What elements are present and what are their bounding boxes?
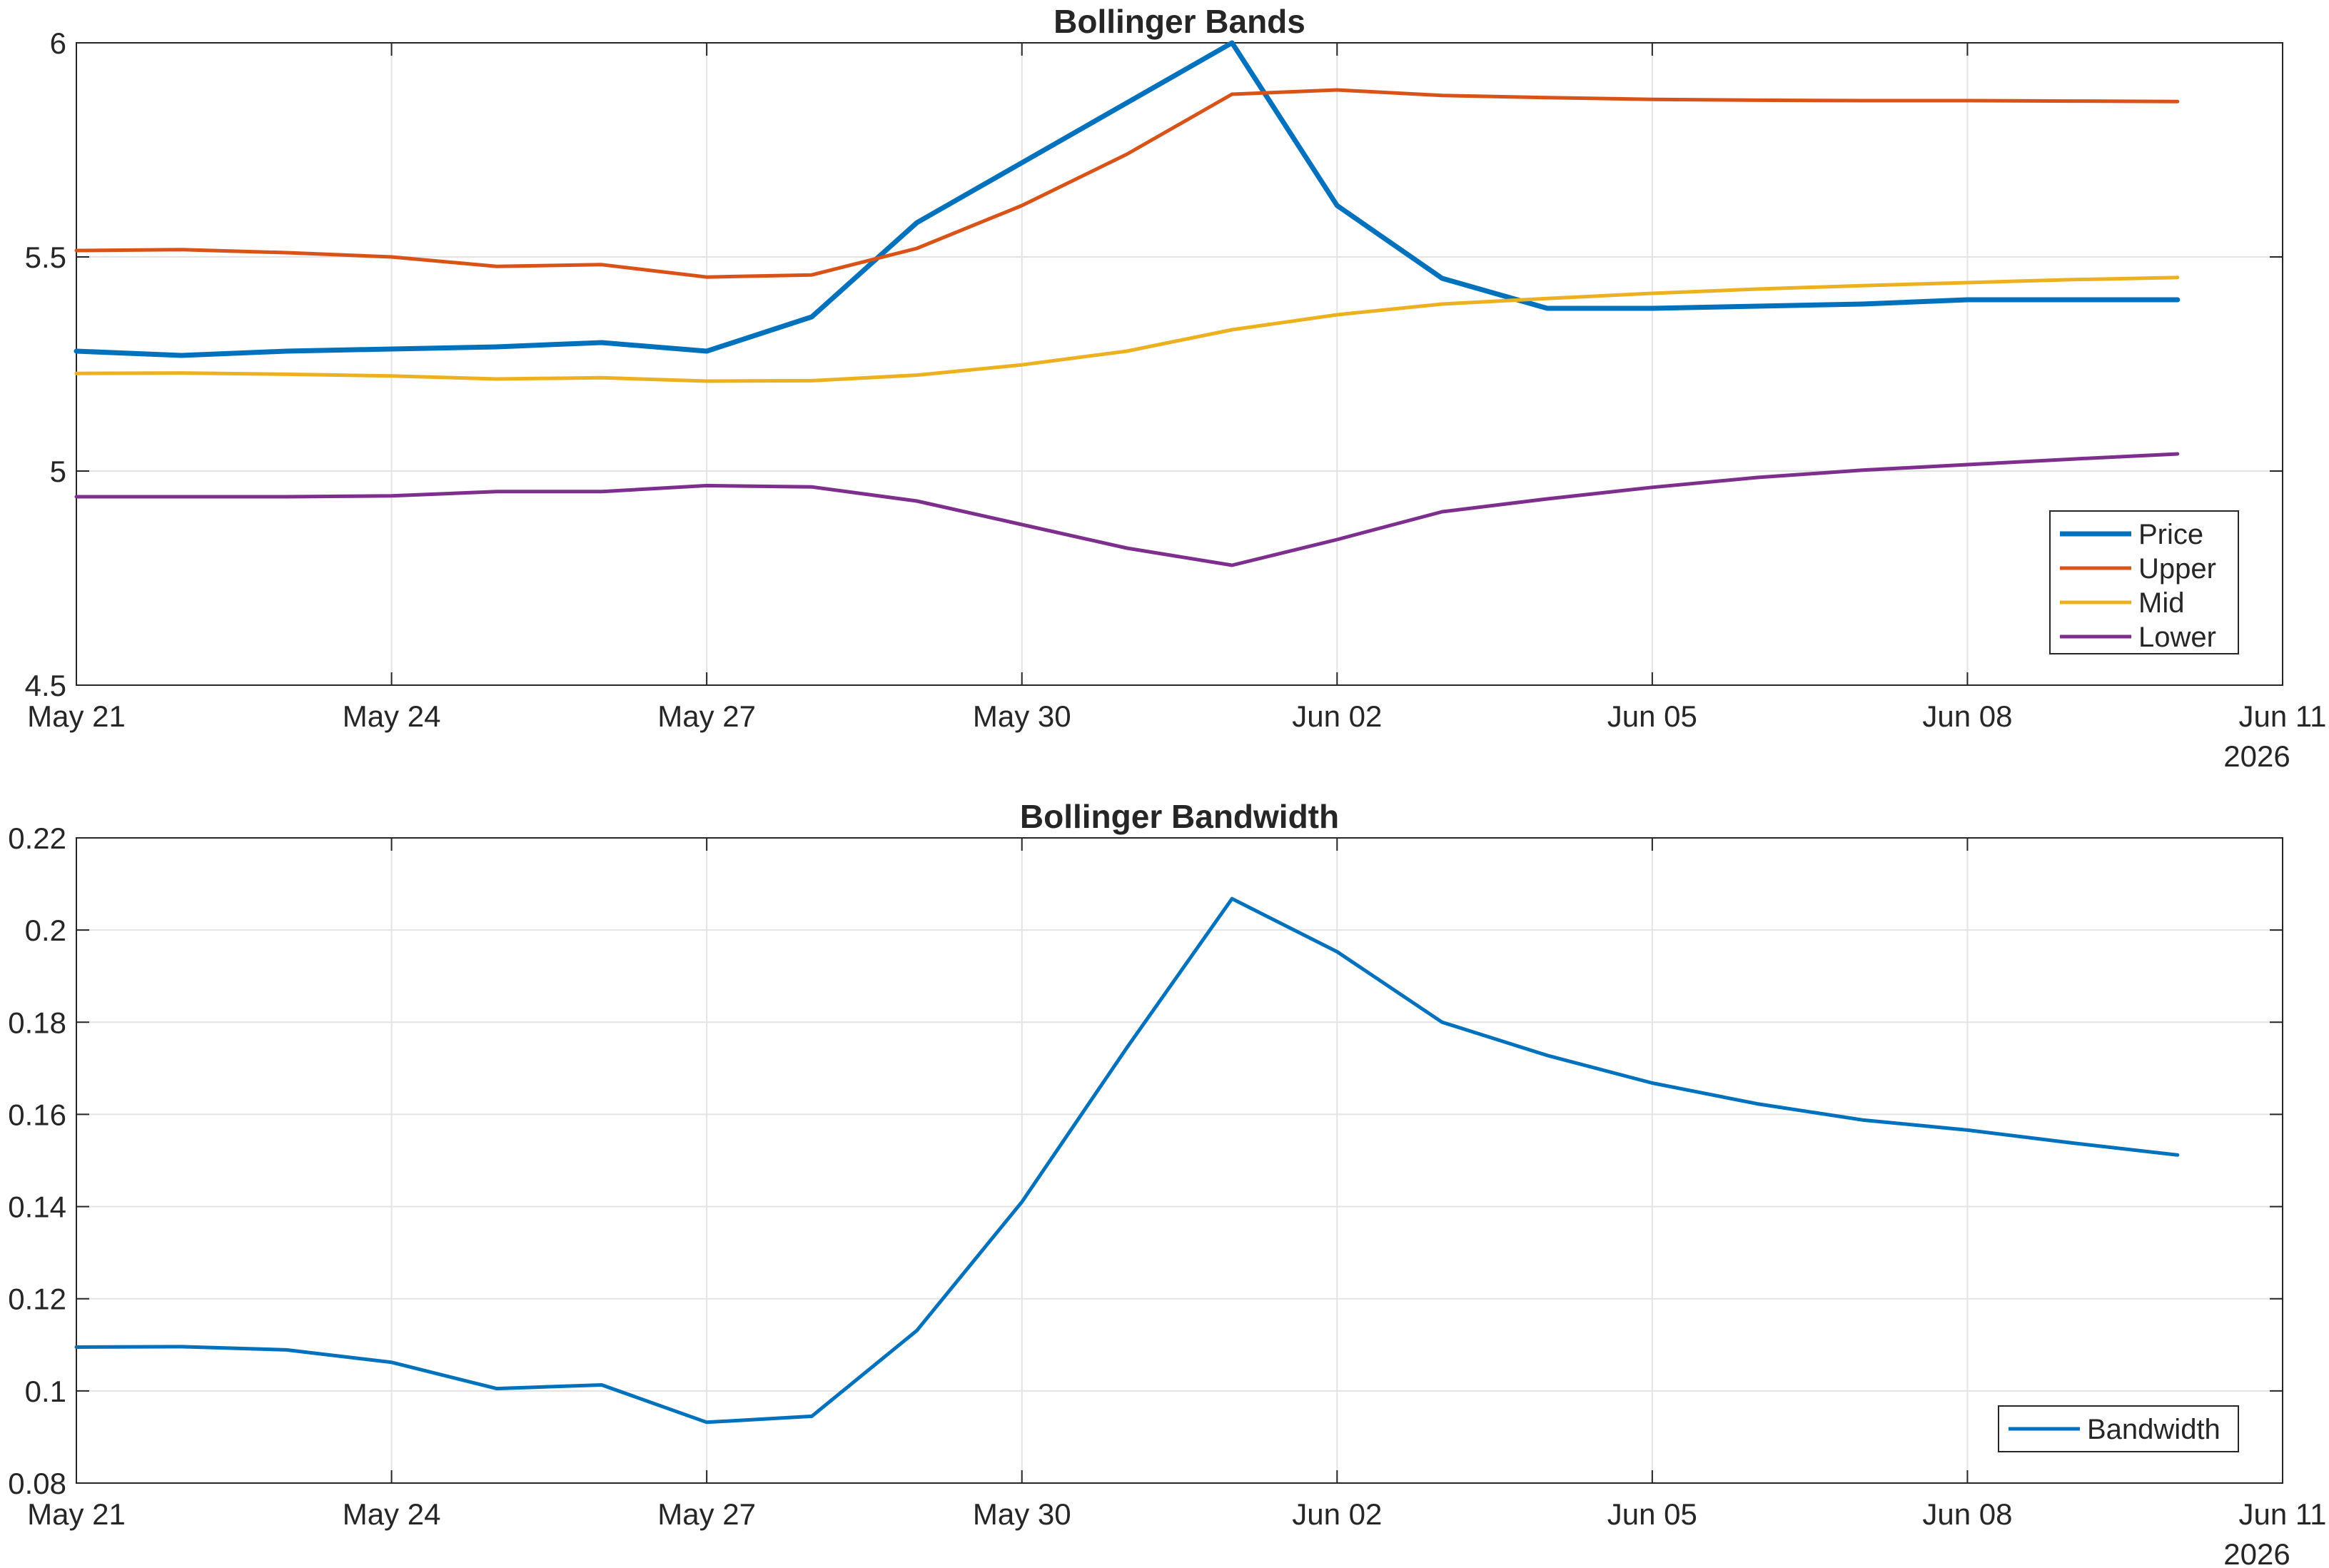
legend-label-mid: Mid [2138, 587, 2184, 619]
x-tick-label: May 21 [27, 699, 126, 733]
y-tick-label: 0.14 [8, 1190, 66, 1224]
x-tick-label: Jun 02 [1292, 699, 1382, 733]
x-tick-label: May 27 [657, 1497, 756, 1531]
legend-label-lower: Lower [2138, 622, 2216, 653]
y-tick-label: 0.18 [8, 1006, 66, 1039]
series-line-bandwidth [74, 896, 2180, 1425]
axes-box [76, 42, 2283, 686]
x-tick-label: May 30 [973, 699, 1071, 733]
x-tick-label: May 30 [973, 1497, 1071, 1531]
y-tick-label: 5 [50, 455, 66, 488]
plot-area [76, 43, 2283, 685]
x-tick-label: Jun 05 [1607, 699, 1697, 733]
y-tick-label: 4.5 [25, 669, 66, 702]
x-axis-year-label: 2026 [2223, 739, 2290, 773]
chart-panel-1: May 21 May 24 May 27 May 30 Jun 02 Jun 05 Jun … [25, 3, 2327, 773]
plot-area [76, 838, 2283, 1483]
legend-box [1998, 1405, 2239, 1452]
x-tick-label: May 27 [657, 699, 756, 733]
legend-label-price: Price [2138, 519, 2203, 550]
axes-box [76, 837, 2283, 1484]
x-tick-label: Jun 05 [1607, 1497, 1697, 1531]
y-tick-label: 6 [50, 26, 66, 60]
chart-title: Bollinger Bandwidth [1020, 798, 1339, 835]
x-tick-label: May 24 [343, 699, 441, 733]
y-tick-label: 0.16 [8, 1098, 66, 1131]
x-tick-label: May 21 [27, 1497, 126, 1531]
x-axis-year-label: 2026 [2223, 1537, 2290, 1568]
y-tick-label: 0.2 [25, 914, 66, 947]
chart-panel-2: May 21 May 24 May 27 May 30 Jun 02 Jun 05 Jun … [8, 798, 2326, 1568]
series-line-price [74, 40, 2181, 358]
legend-label-bandwidth: Bandwidth [2087, 1414, 2221, 1445]
y-tick-label: 0.12 [8, 1283, 66, 1316]
y-tick-label: 0.1 [25, 1375, 66, 1408]
x-tick-label: Jun 02 [1292, 1497, 1382, 1531]
series-line-upper [74, 88, 2180, 279]
x-tick-label: Jun 11 [2239, 1497, 2327, 1531]
y-tick-label: 5.5 [25, 241, 66, 274]
x-tick-label: Jun 08 [1922, 699, 2012, 733]
x-tick-label: Jun 08 [1922, 1497, 2012, 1531]
series-line-lower [74, 452, 2180, 567]
y-tick-label: 0.08 [8, 1467, 66, 1500]
y-tick-label: 0.22 [8, 821, 66, 855]
legend-label-upper: Upper [2138, 553, 2216, 585]
legend: Bandwidth [1998, 1405, 2239, 1452]
x-tick-label: Jun 11 [2239, 699, 2327, 733]
chart-title: Bollinger Bands [1054, 3, 1305, 40]
series-line-mid [74, 275, 2180, 383]
x-tick-label: May 24 [343, 1497, 441, 1531]
